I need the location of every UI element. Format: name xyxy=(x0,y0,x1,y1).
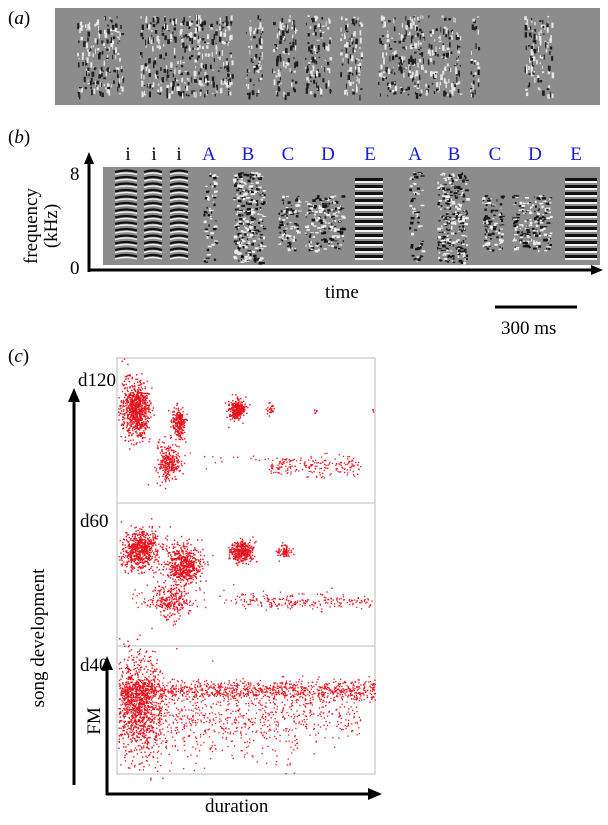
syllable-label-d-2: D xyxy=(528,144,542,165)
syllable-label-a-2: A xyxy=(408,144,422,165)
intro-note-label-2: i xyxy=(151,144,157,165)
spectrogram-b-syllable xyxy=(565,178,597,260)
syllable-label-c-2: C xyxy=(488,144,502,165)
time-axis-label: time xyxy=(325,282,359,303)
frequency-tick-0: 0 xyxy=(70,258,80,279)
song-development-axis-label: song development xyxy=(28,568,49,708)
intro-note-label-1: i xyxy=(125,144,131,165)
spectrogram-b-syllable xyxy=(233,172,267,265)
spectrogram-b-syllable xyxy=(409,172,426,262)
spectrogram-b-syllable xyxy=(482,195,505,252)
syllable-label-d-1: D xyxy=(321,144,335,165)
spectrogram-b-syllable xyxy=(437,172,470,265)
spectrogram-b-syllable xyxy=(355,178,383,260)
panel-c-label: (c) xyxy=(8,346,30,367)
spectrogram-a-syllable xyxy=(340,16,364,101)
syllable-label-a-1: A xyxy=(202,144,216,165)
spectrogram-a-background xyxy=(55,8,600,105)
day-label-d120: d120 xyxy=(78,370,116,391)
spectrogram-a-syllable xyxy=(470,16,481,98)
spectrogram-b-syllable xyxy=(512,195,553,253)
spectrogram-b-syllable xyxy=(203,172,219,263)
spectrogram-b-syllable xyxy=(114,169,138,260)
spectrogram-a-syllable xyxy=(77,16,125,100)
syllable-label-c-1: C xyxy=(281,144,295,165)
spectrogram-a-syllable xyxy=(305,15,333,98)
day-label-d60: d60 xyxy=(80,511,109,532)
frequency-axis-label-line2: (kHz) xyxy=(41,203,62,249)
spectrogram-b-syllable xyxy=(305,195,346,253)
day-label-d40: d40 xyxy=(80,655,109,676)
time-axis-arrow xyxy=(591,265,603,275)
scatter-d120 xyxy=(118,358,375,490)
spectrogram-b-syllable xyxy=(278,195,302,252)
spectrogram-a-syllable xyxy=(398,15,463,99)
spectrogram-a-syllable xyxy=(140,15,234,99)
scatter-d40 xyxy=(118,627,377,781)
spectrogram-b-background xyxy=(103,167,600,265)
fm-axis-label: FM xyxy=(84,707,105,735)
frequency-axis-label: frequency (kHz) xyxy=(21,166,62,286)
panel-b-label: (b) xyxy=(8,127,31,148)
spectrogram-a-syllable xyxy=(245,15,264,100)
syllable-label-e-2: E xyxy=(570,144,582,165)
syllable-label-e-1: E xyxy=(364,144,376,165)
spectrogram-a-syllable xyxy=(378,15,398,97)
spectrogram-a-syllable xyxy=(524,15,555,99)
spectrogram-b-syllable xyxy=(143,169,163,260)
scatter-frame xyxy=(116,357,376,775)
scatter-d60 xyxy=(118,518,373,626)
frequency-axis-label-line1: frequency xyxy=(21,188,42,264)
frequency-axis-arrow xyxy=(84,152,94,164)
syllable-label-b-2: B xyxy=(447,144,461,165)
scale-bar-label: 300 ms xyxy=(501,318,557,339)
duration-axis-arrow xyxy=(368,788,382,800)
intro-note-label-3: i xyxy=(176,144,182,165)
spectrogram-b-syllable xyxy=(169,169,189,260)
frequency-tick-8: 8 xyxy=(70,164,80,185)
spectrogram-a-syllable xyxy=(272,15,299,101)
duration-axis-label: duration xyxy=(205,796,269,817)
panel-a-label: (a) xyxy=(8,8,31,29)
syllable-label-b-1: B xyxy=(241,144,255,165)
